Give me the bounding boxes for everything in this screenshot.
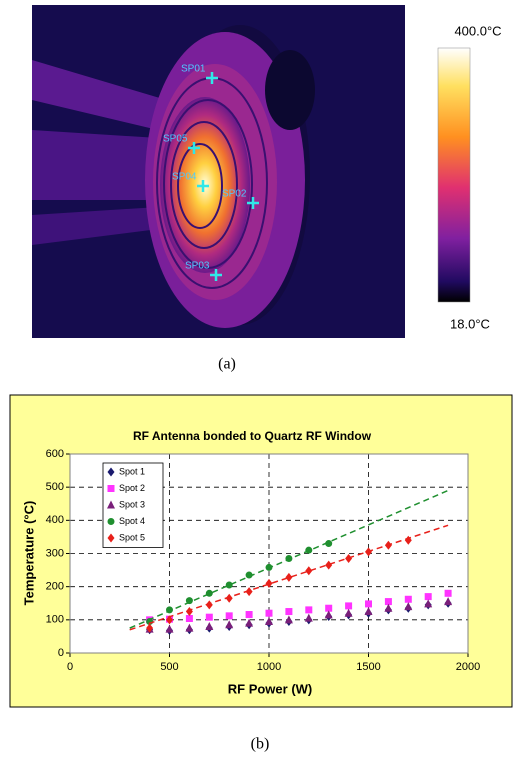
thermal-image — [32, 5, 405, 338]
x-tick-label: 0 — [67, 661, 73, 673]
y-tick-label: 600 — [46, 448, 64, 460]
marker — [166, 615, 173, 625]
spot-cross — [247, 197, 259, 209]
chart-title: RF Antenna bonded to Quartz RF Window — [133, 429, 372, 443]
marker — [325, 540, 333, 548]
marker — [384, 540, 392, 550]
y-axis-label: Temperature (°C) — [21, 501, 36, 606]
spot-label: SP03 — [185, 261, 210, 272]
marker — [365, 547, 372, 557]
marker — [245, 611, 253, 619]
marker — [404, 602, 413, 611]
x-axis-label: RF Power (W) — [228, 681, 313, 696]
marker — [444, 589, 452, 597]
caption: (a) — [218, 356, 236, 373]
spot-label: SP02 — [222, 189, 247, 200]
colorbar-min: 18.0°C — [450, 316, 490, 331]
spot-cross — [210, 269, 222, 281]
y-tick-label: 500 — [46, 481, 64, 493]
caption: (b) — [251, 736, 270, 753]
marker — [345, 553, 353, 563]
marker — [245, 587, 253, 597]
marker — [225, 612, 233, 620]
marker — [265, 616, 273, 625]
marker — [185, 615, 193, 623]
legend-label: Spot 4 — [119, 516, 145, 526]
plot: 0 100 200 300 400 500 600 0 500 1000 1500 2000 Spot … — [46, 448, 481, 673]
marker — [166, 606, 173, 614]
y-tick-label: 300 — [46, 547, 64, 559]
marker — [185, 597, 193, 605]
marker — [384, 598, 392, 606]
spot-cross — [197, 180, 209, 192]
marker — [225, 593, 233, 603]
legend-label: Spot 3 — [119, 499, 145, 509]
marker — [205, 589, 213, 597]
colorbar — [437, 47, 471, 303]
marker — [265, 563, 273, 571]
x-tick-label: 1500 — [356, 661, 380, 673]
x-tick-label: 500 — [160, 661, 178, 673]
marker — [245, 571, 253, 579]
marker — [404, 595, 412, 603]
y-tick-label: 100 — [46, 614, 64, 626]
marker — [185, 623, 194, 632]
marker — [384, 603, 393, 612]
marker — [285, 572, 293, 582]
y-tick-label: 0 — [58, 647, 64, 659]
marker — [146, 623, 154, 633]
marker — [304, 613, 313, 622]
spot-label: SP01 — [181, 64, 206, 75]
x-tick-label: 2000 — [456, 661, 480, 673]
legend-marker — [107, 467, 115, 477]
marker — [225, 581, 233, 589]
x-tick-label: 1000 — [257, 661, 281, 673]
marker — [305, 546, 313, 554]
marker — [185, 607, 193, 617]
spot-cross — [206, 72, 218, 84]
legend-marker — [107, 518, 115, 525]
marker — [365, 600, 372, 608]
marker — [325, 560, 333, 570]
marker — [305, 566, 313, 576]
marker — [285, 608, 293, 616]
spot-cross — [188, 142, 200, 154]
legend-label: Spot 1 — [119, 466, 145, 476]
marker — [245, 618, 254, 627]
spot-markers: SP01 SP05 SP04 SP02 SP03 — [163, 64, 259, 281]
y-tick-label: 400 — [46, 514, 64, 526]
marker — [225, 620, 234, 629]
legend-marker — [107, 533, 115, 543]
marker — [205, 613, 213, 621]
marker — [305, 606, 313, 614]
marker — [424, 593, 432, 601]
marker — [404, 535, 412, 545]
marker — [265, 578, 273, 588]
plot-frame — [69, 453, 469, 654]
marker — [444, 597, 453, 606]
marker — [165, 624, 174, 633]
spot-label: SP04 — [172, 172, 197, 183]
marker — [284, 615, 293, 624]
legend-marker — [107, 485, 115, 492]
legend-marker — [107, 500, 115, 509]
marker — [265, 609, 273, 617]
colorbar-max: 400.0°C — [454, 23, 501, 38]
marker — [205, 621, 214, 630]
marker — [424, 599, 433, 608]
marker — [364, 607, 373, 616]
marker — [325, 604, 333, 612]
spot-label: SP05 — [163, 134, 188, 145]
legend-label: Spot 5 — [119, 532, 145, 542]
marker — [345, 602, 353, 610]
trend-line — [129, 524, 449, 631]
legend-label: Spot 2 — [119, 483, 145, 493]
marker — [205, 600, 213, 610]
marker — [324, 610, 333, 619]
marker — [344, 608, 353, 617]
marker — [285, 554, 293, 562]
y-tick-label: 200 — [46, 581, 64, 593]
